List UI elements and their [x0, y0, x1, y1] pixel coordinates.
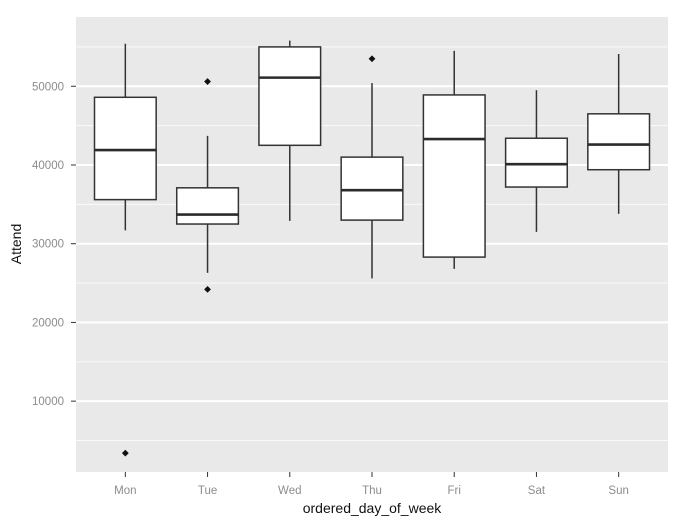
x-tick-label: Fri	[448, 485, 461, 497]
outlier-point	[204, 285, 211, 293]
y-tick-label: 10000	[32, 396, 64, 408]
outlier-point	[368, 55, 376, 63]
x-tick-label: Wed	[278, 485, 301, 497]
y-tick-label: 40000	[32, 160, 64, 172]
iqr-box	[175, 187, 240, 225]
boxplot-fri	[422, 50, 486, 269]
x-tick-label: Mon	[114, 485, 136, 497]
boxplot-wed	[258, 40, 322, 221]
x-tick-label: Thu	[362, 485, 382, 497]
boxplot-thu	[340, 55, 404, 279]
boxplot-layer	[93, 40, 651, 457]
iqr-box	[258, 46, 322, 147]
x-tick-label: Sun	[608, 485, 628, 497]
iqr-box	[93, 96, 157, 201]
boxplot-sun	[587, 53, 651, 214]
y-axis-title: Attend	[8, 224, 24, 264]
boxplot-tue	[175, 78, 240, 293]
x-tick-label: Sat	[528, 485, 546, 497]
y-tick-label: 30000	[32, 239, 64, 251]
boxplot-sat	[504, 90, 569, 232]
outlier-point	[121, 449, 129, 457]
iqr-box	[422, 94, 486, 258]
axis-layer: 10000 20000 30000 40000 50000 Mon Tue Wed Thu Fri…	[32, 81, 629, 497]
iqr-box	[340, 156, 404, 221]
x-tick-label: Tue	[198, 485, 217, 497]
iqr-box	[504, 137, 569, 188]
outlier-point	[204, 78, 211, 85]
x-axis-title: ordered_day_of_week	[303, 500, 443, 516]
iqr-box	[587, 113, 651, 171]
y-tick-label: 20000	[32, 317, 64, 329]
boxplot-mon	[93, 43, 157, 457]
y-tick-label: 50000	[32, 81, 64, 93]
